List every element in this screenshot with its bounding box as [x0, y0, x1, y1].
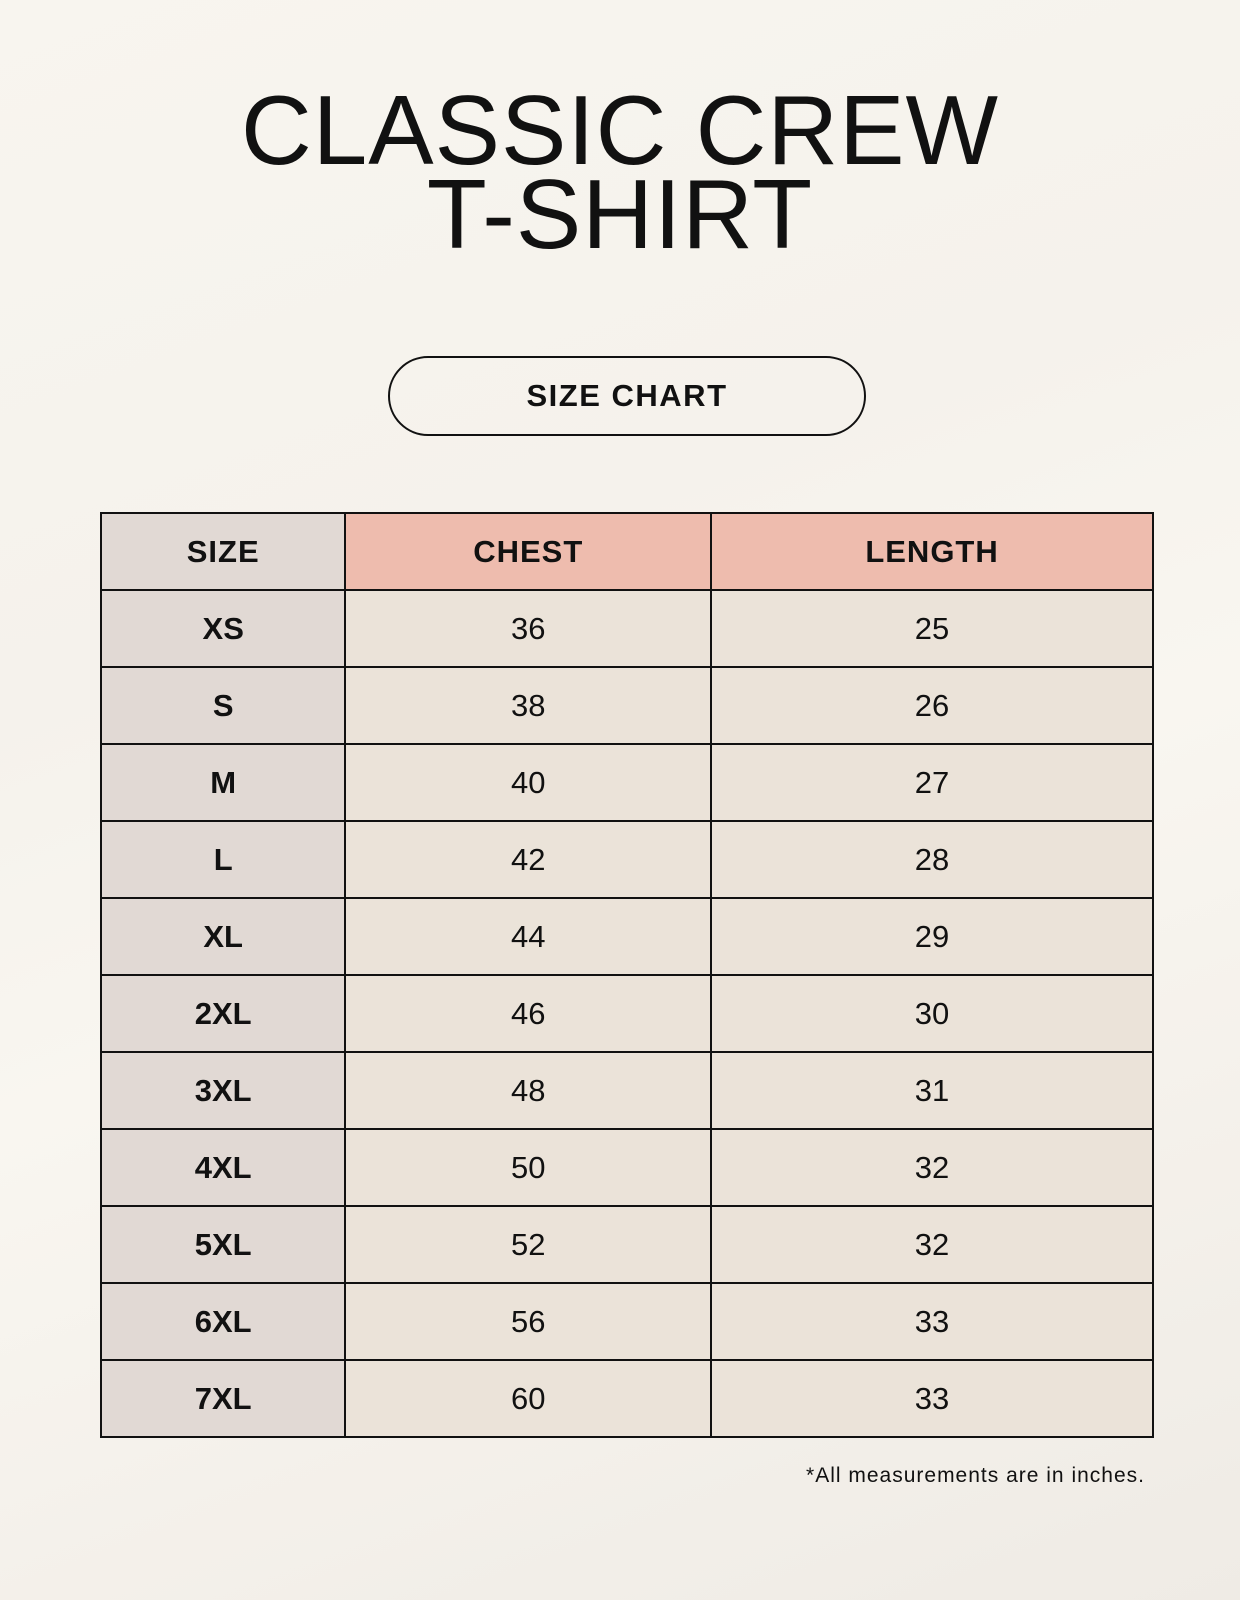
table-row: M 40 27 — [99, 743, 1154, 822]
cell-size: 5XL — [99, 1205, 347, 1284]
header-length: LENGTH — [710, 512, 1154, 591]
cell-length: 26 — [710, 666, 1154, 745]
size-chart-badge: SIZE CHART — [388, 356, 866, 436]
cell-size: 6XL — [99, 1282, 347, 1361]
cell-chest: 40 — [344, 743, 713, 822]
table-row: 6XL 56 33 — [99, 1282, 1154, 1361]
table-header-row: SIZE CHEST LENGTH — [99, 512, 1154, 591]
cell-size: 4XL — [99, 1128, 347, 1207]
title-line-2: T-SHIRT — [426, 159, 814, 269]
cell-chest: 46 — [344, 974, 713, 1053]
cell-length: 32 — [710, 1205, 1154, 1284]
size-table: SIZE CHEST LENGTH XS 36 25 S 38 26 M 40 27 L 42 28 X… — [99, 512, 1154, 1438]
table-row: 5XL 52 32 — [99, 1205, 1154, 1284]
cell-chest: 56 — [344, 1282, 713, 1361]
table-row: S 38 26 — [99, 666, 1154, 745]
cell-length: 33 — [710, 1282, 1154, 1361]
cell-chest: 52 — [344, 1205, 713, 1284]
page-title: CLASSIC CREW T-SHIRT — [0, 75, 1240, 269]
cell-length: 31 — [710, 1051, 1154, 1130]
cell-chest: 50 — [344, 1128, 713, 1207]
cell-chest: 38 — [344, 666, 713, 745]
header-chest: CHEST — [344, 512, 713, 591]
header-size: SIZE — [99, 512, 347, 591]
table-row: 3XL 48 31 — [99, 1051, 1154, 1130]
cell-chest: 44 — [344, 897, 713, 976]
cell-size: M — [99, 743, 347, 822]
cell-size: XL — [99, 897, 347, 976]
cell-length: 32 — [710, 1128, 1154, 1207]
cell-chest: 60 — [344, 1359, 713, 1438]
cell-chest: 42 — [344, 820, 713, 899]
table-row: 7XL 60 33 — [99, 1359, 1154, 1438]
cell-chest: 36 — [344, 589, 713, 668]
cell-size: L — [99, 820, 347, 899]
table-row: L 42 28 — [99, 820, 1154, 899]
cell-chest: 48 — [344, 1051, 713, 1130]
cell-length: 30 — [710, 974, 1154, 1053]
table-row: XS 36 25 — [99, 589, 1154, 668]
cell-length: 28 — [710, 820, 1154, 899]
title-line-1: CLASSIC CREW — [240, 75, 999, 185]
cell-length: 33 — [710, 1359, 1154, 1438]
cell-size: XS — [99, 589, 347, 668]
cell-length: 27 — [710, 743, 1154, 822]
cell-size: 7XL — [99, 1359, 347, 1438]
cell-length: 29 — [710, 897, 1154, 976]
table-row: 4XL 50 32 — [99, 1128, 1154, 1207]
cell-size: S — [99, 666, 347, 745]
footnote: *All measurements are in inches. — [806, 1464, 1145, 1487]
cell-length: 25 — [710, 589, 1154, 668]
table-row: XL 44 29 — [99, 897, 1154, 976]
table-row: 2XL 46 30 — [99, 974, 1154, 1053]
cell-size: 3XL — [99, 1051, 347, 1130]
cell-size: 2XL — [99, 974, 347, 1053]
